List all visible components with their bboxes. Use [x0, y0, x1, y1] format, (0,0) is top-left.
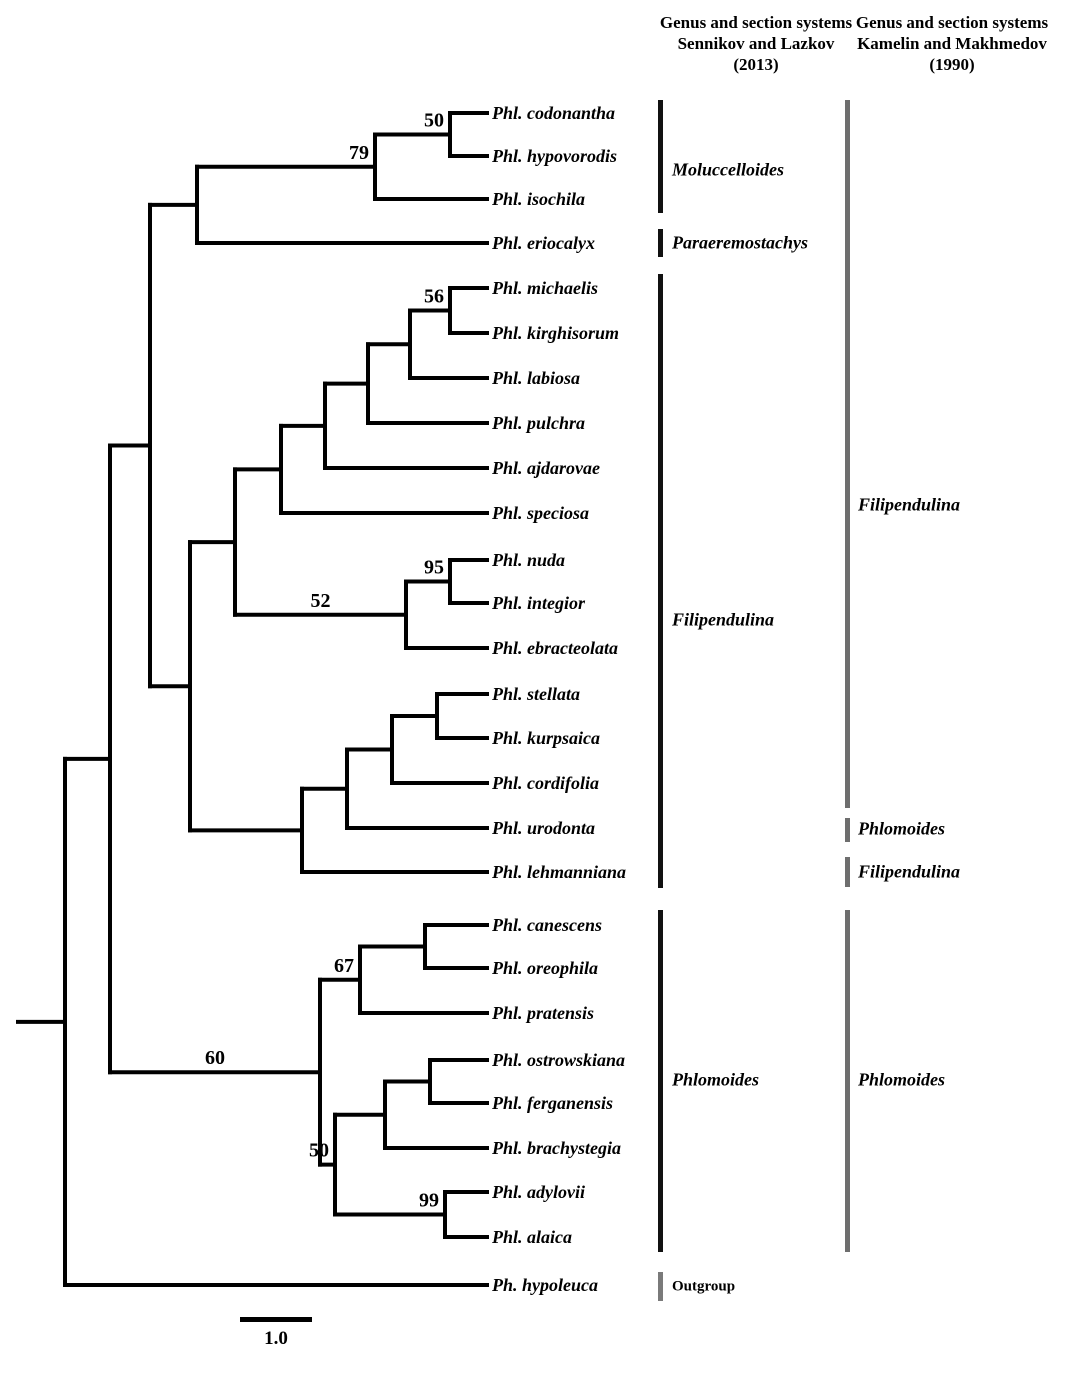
section-label: Paraeremostachys	[672, 232, 808, 253]
taxon-label: Phl. pulchra	[491, 413, 585, 433]
taxon-label: Phl. nuda	[491, 550, 565, 570]
taxon-label: Phl. michaelis	[491, 278, 598, 298]
section-label: Phlomoides	[858, 1069, 946, 1090]
column-header-kamelin-makhmedov: Genus and section systems Kamelin and Ma…	[843, 12, 1061, 75]
column-header-sennikov-lazkov: Genus and section systems Sennikov and L…	[645, 12, 867, 75]
taxon-label: Phl. codonantha	[491, 103, 615, 123]
taxon-label: Phl. canescens	[491, 915, 602, 935]
scale-bar-label: 1.0	[264, 1328, 288, 1349]
column-header-line: (1990)	[929, 55, 975, 74]
scale-bar	[240, 1317, 312, 1322]
section-bar	[658, 274, 663, 888]
bootstrap-value: 50	[424, 110, 444, 132]
taxon-label: Phl. alaica	[491, 1227, 572, 1247]
column-header-line: Sennikov and Lazkov	[677, 34, 835, 53]
taxon-label: Phl. brachystegia	[491, 1138, 621, 1158]
section-bar	[845, 818, 850, 842]
bootstrap-value: 60	[205, 1047, 225, 1069]
column-header-line: Kamelin and Makhmedov	[857, 34, 1047, 53]
section-bar	[845, 857, 850, 887]
bootstrap-value: 56	[424, 286, 444, 308]
column-header-line: Genus and section systems	[855, 13, 1049, 32]
section-label: Phlomoides	[858, 818, 946, 839]
section-label: Phlomoides	[672, 1069, 760, 1090]
taxon-label: Phl. labiosa	[491, 368, 580, 388]
section-bar	[658, 229, 663, 257]
section-bar	[658, 1272, 663, 1301]
bootstrap-value: 50	[309, 1140, 329, 1162]
bootstrap-value: 99	[419, 1190, 439, 1212]
bootstrap-value: 67	[334, 955, 354, 977]
section-bar	[845, 100, 850, 808]
taxon-label: Phl. pratensis	[491, 1003, 594, 1023]
taxon-label: Phl. kurpsaica	[491, 728, 600, 748]
section-bar	[658, 910, 663, 1252]
section-label: Filipendulina	[858, 494, 961, 515]
bootstrap-value: 79	[349, 142, 369, 164]
taxon-label: Phl. ferganensis	[491, 1093, 613, 1113]
section-label: Filipendulina	[672, 609, 775, 630]
taxon-label: Phl. eriocalyx	[491, 233, 595, 253]
section-bar	[658, 100, 663, 213]
taxon-label: Phl. adylovii	[491, 1182, 585, 1202]
taxon-label: Phl. stellata	[491, 684, 580, 704]
taxon-label: Phl. ajdarovae	[491, 458, 600, 478]
taxon-label: Phl. speciosa	[491, 503, 589, 523]
column-header-line: Genus and section systems	[659, 13, 853, 32]
taxon-label: Phl. integior	[491, 593, 586, 613]
taxon-label: Phl. urodonta	[491, 818, 595, 838]
taxon-label: Phl. hypovorodis	[491, 146, 617, 166]
column-header-line: (2013)	[733, 55, 779, 74]
bootstrap-value: 52	[311, 590, 331, 612]
bootstrap-value: 95	[424, 557, 444, 579]
section-label: Moluccelloides	[672, 159, 784, 180]
section-label: Outgroup	[672, 1278, 736, 1295]
taxon-label: Phl. isochila	[491, 189, 585, 209]
taxon-label: Phl. oreophila	[491, 958, 598, 978]
section-label: Filipendulina	[858, 861, 961, 882]
taxon-label: Phl. cordifolia	[491, 773, 599, 793]
taxon-label: Phl. ostrowskiana	[491, 1050, 625, 1070]
section-bar	[845, 910, 850, 1252]
taxon-label: Phl. kirghisorum	[491, 323, 619, 343]
taxon-label: Phl. ebracteolata	[491, 638, 618, 658]
taxon-label: Phl. lehmanniana	[491, 862, 626, 882]
taxon-label: Ph. hypoleuca	[491, 1275, 598, 1295]
